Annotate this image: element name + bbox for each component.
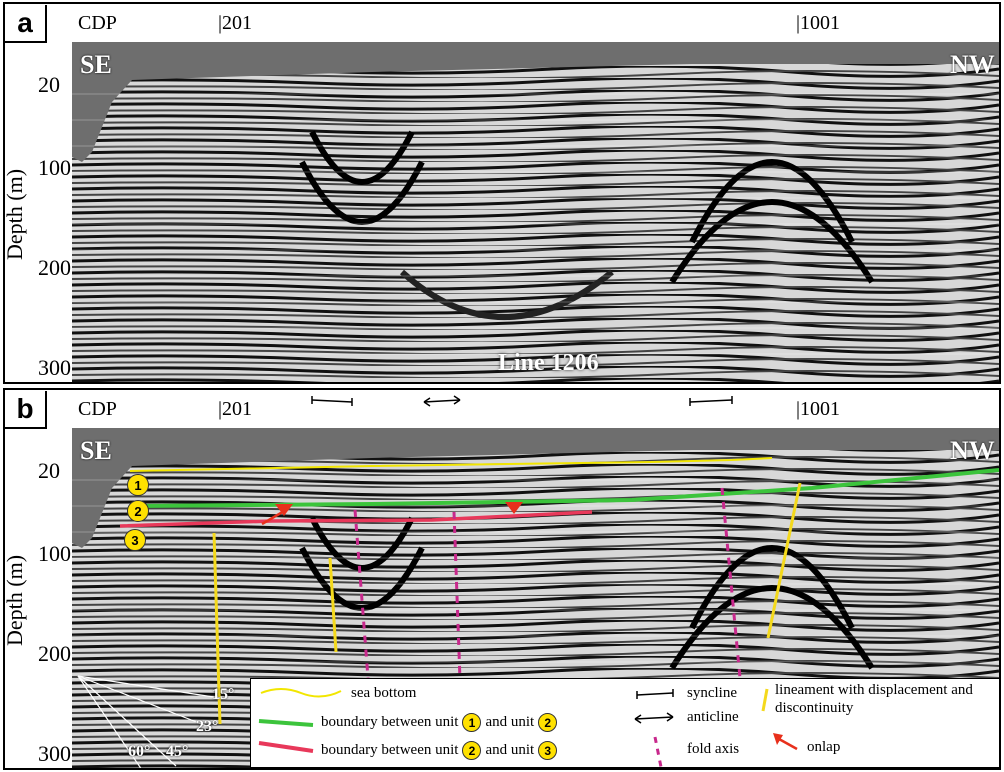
legend-onlap: onlap: [807, 739, 841, 755]
cdp-label: CDP: [78, 12, 117, 34]
unit-1-label: 1: [127, 474, 149, 496]
legend-boundary12-swatch: [258, 719, 314, 727]
panel-label: b: [5, 391, 47, 429]
legend-anticline-symbol: [634, 712, 674, 724]
panel-b-frame: [3, 388, 1001, 770]
y-tick-100: 100: [38, 155, 71, 180]
direction-nw: NW: [950, 436, 995, 465]
symbol-strip: [311, 395, 733, 407]
y-axis-label: Depth (m): [2, 554, 27, 646]
y-tick-300: 300: [38, 741, 71, 766]
unit-3-label: 3: [124, 529, 146, 551]
angle-15: 15°: [212, 686, 235, 703]
panel-a: a CDP |201 |1001 SE NW Depth (m) 20 100 …: [2, 2, 1001, 384]
legend-boundary23-swatch: [258, 741, 314, 753]
panel-label: a: [5, 5, 47, 43]
cdp-tick-201: |201: [218, 398, 253, 420]
direction-se: SE: [80, 436, 112, 465]
panel-b: b CDP |201 |1001 SE NW Depth (m) 20 100 …: [0, 386, 1004, 772]
legend-anticline: anticline: [687, 709, 739, 725]
lineament-line: [328, 557, 338, 653]
y-axis-label: Depth (m): [2, 168, 27, 260]
lineament-line: [212, 532, 222, 725]
boundary-unit2-unit3-line: [119, 510, 593, 528]
line-name: Line 1206: [498, 350, 599, 376]
fold-axis-line: [452, 511, 462, 681]
cdp-tick-1001: |1001: [796, 12, 841, 34]
legend-boundary-23: boundary between unit 2 and unit 3: [321, 741, 561, 760]
cdp-tick-1001: |1001: [796, 398, 841, 420]
seismic-profile-a: [72, 42, 999, 384]
legend-fold-axis: fold axis: [687, 741, 740, 757]
legend-syncline-symbol: [636, 689, 674, 699]
legend-lineament: lineament with displacement and disconti…: [775, 682, 973, 716]
lineament-line: [766, 482, 802, 639]
onlap-arrow: [275, 504, 293, 516]
legend-syncline: syncline: [687, 685, 737, 701]
syncline-symbol: [689, 396, 733, 406]
y-tick-200: 200: [38, 255, 71, 280]
angle-60: 60°: [128, 743, 151, 760]
legend-sea-bottom: sea bottom: [351, 685, 417, 701]
y-tick-200: 200: [38, 641, 71, 666]
legend-onlap-arrow: [778, 737, 798, 751]
legend-sea-bottom-swatch: [260, 688, 342, 698]
unit-2-label: 2: [127, 500, 149, 522]
y-tick-100: 100: [38, 541, 71, 566]
fold-axis-line: [353, 509, 370, 679]
dip-angle-fan: [77, 675, 221, 770]
legend-fold-axis-swatch: [653, 736, 663, 768]
fold-axis-line: [720, 487, 742, 679]
y-tick-20: 20: [38, 72, 60, 97]
angle-45: 45°: [166, 743, 189, 760]
y-tick-300: 300: [38, 355, 71, 380]
panel-a-frame: [3, 2, 1001, 384]
legend-lineament-swatch: [761, 688, 769, 712]
cdp-label: CDP: [78, 398, 117, 420]
anticline-symbol: [423, 395, 461, 407]
legend-boundary-12: boundary between unit 1 and unit 2: [321, 713, 561, 732]
sea-bottom-line: [129, 457, 773, 472]
direction-nw: NW: [950, 50, 995, 79]
legend-symbols: [258, 688, 798, 768]
direction-se: SE: [80, 50, 112, 79]
angle-23: 23°: [196, 718, 219, 735]
syncline-symbol: [311, 396, 353, 406]
onlap-arrow: [505, 502, 523, 514]
cdp-tick-201: |201: [218, 12, 253, 34]
legend: sea bottom boundary between unit 1 and u…: [250, 678, 1000, 768]
y-tick-20: 20: [38, 458, 60, 483]
